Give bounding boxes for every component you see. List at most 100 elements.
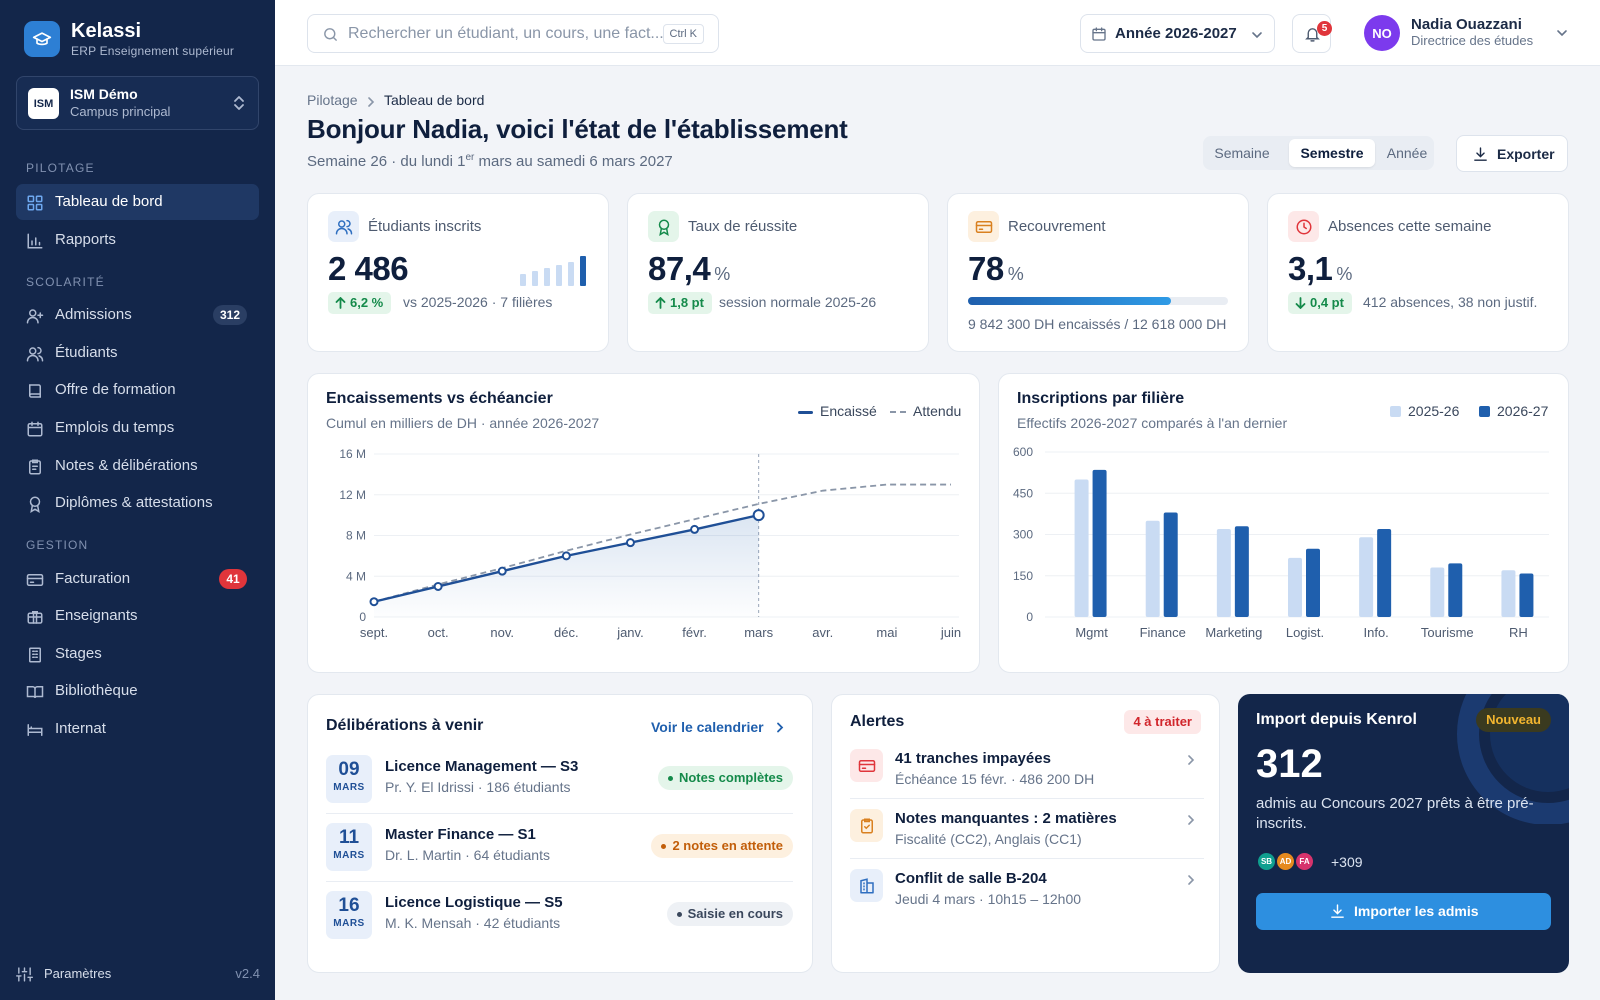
y-tick-label: 150 <box>1013 569 1033 583</box>
x-tick-label: janv. <box>616 625 644 640</box>
import-text: admis au Concours 2027 prêts à être pré-… <box>1256 795 1534 832</box>
sidebar-item-diplomes-attestations[interactable]: Diplômes & attestations <box>16 485 259 521</box>
chevron-down-icon <box>1252 32 1262 39</box>
campus-name: ISM Démo <box>70 86 138 102</box>
user-name[interactable]: Nadia Ouazzani <box>1411 16 1522 33</box>
deliberation-item[interactable]: 16 MARS Licence Logistique — S5 M. K. Men… <box>326 891 793 955</box>
x-tick-label: juin <box>940 625 961 640</box>
section-title-scolarite: SCOLARITÉ <box>26 275 105 289</box>
book-icon <box>29 384 41 398</box>
calendar-link[interactable]: Voir le calendrier <box>651 719 785 735</box>
top-bar: Rechercher un étudiant, un cours, une fa… <box>275 0 1600 66</box>
alerts-title: Alertes <box>850 713 905 730</box>
alert-title: Conflit de salle B-204 <box>895 870 1047 887</box>
sidebar-item-offre-de-formation[interactable]: Offre de formation <box>16 372 259 408</box>
sidebar-item-enseignants[interactable]: Enseignants <box>16 598 259 634</box>
avatar-stack: SB AD FA <box>1256 851 1320 873</box>
kpi-value: 78% <box>968 250 1024 287</box>
deliberation-title: Master Finance — S1 <box>385 826 536 843</box>
divider <box>326 881 793 882</box>
encaissements-chart-card: Encaissements vs échéancier Cumul en mil… <box>307 373 980 673</box>
sidebar-item-label: Notes & délibérations <box>55 457 198 474</box>
deliberation-sub: Pr. Y. El Idrissi · 186 étudiants <box>385 779 571 795</box>
deliberation-item[interactable]: 09 MARS Licence Management — S3 Pr. Y. El… <box>326 755 793 819</box>
bar-2026-27 <box>1377 529 1392 617</box>
sidebar-item-stages[interactable]: Stages <box>16 636 259 672</box>
status-badge: Notes complètes <box>657 766 793 790</box>
user-avatar[interactable]: NO <box>1364 15 1400 51</box>
clipboard-icon <box>860 818 873 833</box>
campus-switcher[interactable]: ISM ISM Démo Campus principal <box>16 76 259 130</box>
clock-icon <box>1296 219 1311 234</box>
sidebar-item-admissions[interactable]: Admissions 312 <box>16 297 259 333</box>
encaisse-point <box>561 551 571 561</box>
kpi-note: vs 2025-2026 · 7 filières <box>403 294 553 310</box>
chevron-up-down-icon <box>234 96 244 110</box>
bar-2025-26 <box>1145 520 1160 617</box>
search-input[interactable]: Rechercher un étudiant, un cours, une fa… <box>307 14 719 53</box>
sidebar-item-label: Diplômes & attestations <box>55 494 213 511</box>
sidebar-item-etudiants[interactable]: Étudiants <box>16 335 259 371</box>
chevron-down-icon[interactable] <box>1556 27 1568 39</box>
legend-2025-26: 2025-26 <box>1390 403 1459 419</box>
date-box: 09 MARS <box>326 755 372 803</box>
sidebar-item-internat[interactable]: Internat <box>16 711 259 747</box>
legend-2026-27: 2026-27 <box>1479 403 1548 419</box>
deliberation-item[interactable]: 11 MARS Master Finance — S1 Dr. L. Martin… <box>326 823 793 887</box>
sidebar-item-notes-deliberations[interactable]: Notes & délibérations <box>16 448 259 484</box>
inscriptions-chart-card: Inscriptions par filière Effectifs 2026-… <box>998 373 1569 673</box>
settings-link[interactable]: Paramètres v2.4 <box>16 964 260 984</box>
kpi-icon-box <box>1288 211 1319 242</box>
period-toggle: Semaine Semestre Année <box>1203 136 1434 170</box>
alert-item[interactable]: Conflit de salle B-204 Jeudi 4 mars · 10… <box>850 869 1204 925</box>
sparkline-bar <box>520 274 526 286</box>
app-logo[interactable] <box>24 21 60 57</box>
notifications-button[interactable]: 5 <box>1292 14 1332 53</box>
version-label: v2.4 <box>235 966 260 981</box>
y-tick-label: 450 <box>1013 486 1033 500</box>
award-icon <box>658 219 669 236</box>
sidebar-item-facturation[interactable]: Facturation 41 <box>16 561 259 597</box>
sidebar-item-label: Admissions <box>55 306 132 323</box>
chevron-right-icon <box>368 97 375 107</box>
page-title: Bonjour Nadia, voici l'état de l'établis… <box>307 114 848 144</box>
breadcrumb-pilotage[interactable]: Pilotage <box>307 92 358 108</box>
sidebar-item-emplois-du-temps[interactable]: Emplois du temps <box>16 410 259 446</box>
import-admis-button[interactable]: Importer les admis <box>1256 893 1551 930</box>
status-badge: Saisie en cours <box>666 902 793 926</box>
x-tick-label: Mgmt <box>1075 625 1108 640</box>
period-option-annee[interactable]: Année <box>1386 145 1428 161</box>
status-badge: 2 notes en attente <box>651 834 793 858</box>
alert-item[interactable]: Notes manquantes : 2 matières Fiscalité … <box>850 809 1204 865</box>
divider <box>850 798 1204 799</box>
sparkline-bar <box>532 271 538 286</box>
app-name: Kelassi <box>71 20 142 42</box>
alert-icon-box <box>850 869 883 902</box>
x-tick-label: Logist. <box>1286 625 1324 640</box>
export-button[interactable]: Exporter <box>1456 135 1568 172</box>
avatar: SB <box>1256 851 1277 872</box>
kpi-note: 9 842 300 DH encaissés / 12 618 000 DH <box>968 316 1227 332</box>
y-tick-label: 600 <box>1013 445 1033 459</box>
open-book-icon <box>26 686 44 699</box>
year-selector[interactable]: Année 2026-2027 <box>1080 14 1275 53</box>
sidebar-item-rapports[interactable]: Rapports <box>16 222 259 258</box>
sidebar-item-tableau-de-bord[interactable]: Tableau de bord <box>16 184 259 220</box>
deliberations-card: Délibérations à venir Voir le calendrier… <box>307 694 813 973</box>
kpi-card-absences: Absences cette semaine 3,1% 0,4 pt 412 a… <box>1267 193 1569 352</box>
alerts-card: Alertes 4 à traiter 41 tranches impayées… <box>831 694 1220 973</box>
alert-item[interactable]: 41 tranches impayées Échéance 15 févr. ·… <box>850 749 1204 805</box>
arrow-up-icon <box>655 297 666 309</box>
deliberation-sub: Dr. L. Martin · 64 étudiants <box>385 847 550 863</box>
graduation-cap-icon <box>32 32 52 46</box>
period-option-semaine[interactable]: Semaine <box>1214 145 1270 161</box>
period-option-semestre[interactable]: Semestre <box>1289 139 1375 167</box>
sidebar-item-bibliotheque[interactable]: Bibliothèque <box>16 673 259 709</box>
sidebar-item-label: Enseignants <box>55 607 138 624</box>
x-tick-label: avr. <box>812 625 833 640</box>
sparkline-bar <box>568 262 574 286</box>
section-title-pilotage: PILOTAGE <box>26 161 95 175</box>
sliders-icon <box>16 967 33 982</box>
search-icon <box>324 28 337 41</box>
encaisse-point <box>433 581 443 591</box>
